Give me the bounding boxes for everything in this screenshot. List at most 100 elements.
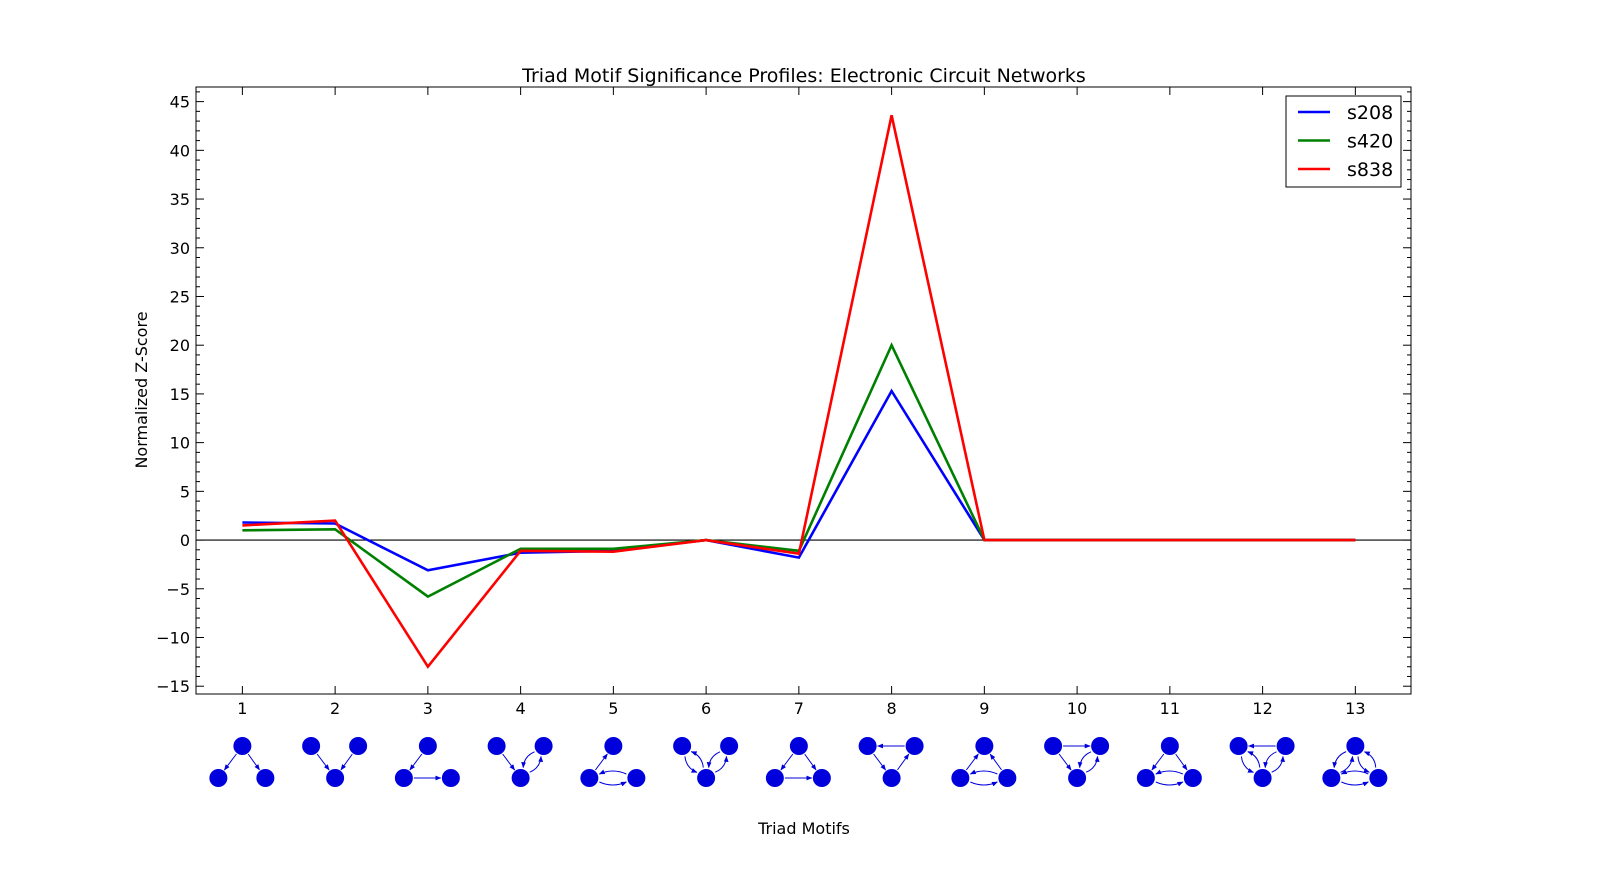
motif-edge [989, 753, 1002, 771]
x-tick-label: 5 [608, 699, 618, 718]
motif-node [1136, 769, 1155, 787]
y-tick-label: 20 [170, 336, 190, 355]
x-tick-label: 4 [516, 699, 526, 718]
motif-edge [594, 753, 608, 771]
motif-glyph-1 [209, 737, 275, 787]
motif-edge [965, 753, 979, 771]
x-axis-label: Triad Motifs [757, 819, 850, 838]
motif-edge [1357, 756, 1370, 773]
motif-node [511, 769, 530, 787]
y-tick-label: 5 [180, 482, 190, 501]
x-tick-label: 3 [423, 699, 433, 718]
legend-label-s420: s420 [1347, 131, 1393, 153]
legend-label-s208: s208 [1347, 102, 1393, 124]
motif-node [394, 769, 413, 787]
motif-glyph-5 [580, 737, 646, 787]
motif-edge [598, 769, 627, 775]
motif-edge [715, 755, 729, 773]
motif-node [627, 769, 646, 787]
motif-node [209, 769, 228, 787]
motif-node [858, 737, 877, 755]
motif-node [697, 769, 716, 787]
motif-edge [316, 753, 330, 771]
motif-node [1068, 769, 1087, 787]
motif-node [1160, 737, 1179, 755]
x-tick-label: 6 [701, 699, 711, 718]
motif-edge [1341, 781, 1369, 787]
x-tick-label: 10 [1067, 699, 1087, 718]
motif-edge [780, 753, 794, 771]
motif-node [302, 737, 321, 755]
motif-node [604, 737, 623, 755]
motif-node [233, 737, 252, 755]
motif-glyph-9 [951, 737, 1017, 787]
motif-edge [1263, 751, 1277, 769]
motif-edge [1077, 751, 1092, 769]
x-tick-label: 12 [1252, 699, 1272, 718]
motif-node [765, 769, 784, 787]
motif-node [1276, 737, 1295, 755]
y-tick-label: 15 [170, 385, 190, 404]
motif-edge [1155, 781, 1184, 787]
motif-edge [1175, 753, 1188, 771]
motif-glyph-7 [765, 737, 831, 787]
y-tick-label: −5 [166, 580, 190, 599]
motif-node [326, 769, 345, 787]
motif-glyph-2 [302, 737, 368, 787]
motif-edge [1247, 751, 1261, 768]
motif-glyph-8 [858, 737, 924, 787]
y-tick-label: 45 [170, 93, 190, 112]
motif-node [580, 769, 599, 787]
motif-glyph-11 [1136, 737, 1202, 787]
y-axis-label: Normalized Z-Score [132, 311, 151, 468]
motif-edge [873, 753, 887, 771]
x-axis: 1 2 3 4 5 6 7 8 9 10 11 12 13 [237, 87, 1366, 718]
motif-edge [1085, 755, 1100, 773]
motif-node [1346, 737, 1365, 755]
motif-edge [969, 769, 998, 775]
motif-edge [1240, 756, 1254, 773]
y-tick-label: 30 [170, 239, 190, 258]
plot-frame [195, 86, 1412, 695]
motif-node [1253, 769, 1272, 787]
plot-area [196, 115, 1411, 669]
x-tick-label: 7 [794, 699, 804, 718]
motif-edge [1340, 755, 1355, 773]
x-tick-label: 1 [237, 699, 247, 718]
motif-node [487, 737, 506, 755]
motif-node [975, 737, 994, 755]
motif-node [1091, 737, 1110, 755]
motif-node [882, 769, 901, 787]
motif-node [720, 737, 739, 755]
motif-node [349, 737, 368, 755]
motif-glyph-row [209, 737, 1388, 787]
x-tick-label: 2 [330, 699, 340, 718]
motif-node [1322, 769, 1341, 787]
motif-edge [1271, 755, 1286, 773]
motif-node [256, 769, 275, 787]
motif-glyph-10 [1044, 737, 1110, 787]
series-line-s208 [242, 388, 1356, 572]
motif-glyph-12 [1229, 737, 1295, 787]
motif-edge [409, 753, 423, 771]
motif-node [673, 737, 692, 755]
motif-edge [247, 753, 260, 771]
motif-node [418, 737, 437, 755]
motif-edge [599, 781, 627, 787]
legend: s208 s420 s838 [1285, 95, 1402, 188]
motif-node [1044, 737, 1063, 755]
motif-edge [897, 753, 910, 771]
motif-node [1183, 769, 1202, 787]
motif-node [951, 769, 970, 787]
motif-node [441, 769, 460, 787]
motif-edge [529, 755, 544, 773]
motif-edge [1363, 751, 1377, 768]
motif-edge [690, 751, 704, 768]
x-tick-label: 11 [1160, 699, 1180, 718]
y-tick-label: 25 [170, 287, 190, 306]
motif-node [812, 769, 831, 787]
series-line-s838 [242, 115, 1356, 669]
motif-glyph-4 [487, 737, 553, 787]
motif-edge [706, 751, 721, 769]
motif-node [905, 737, 924, 755]
